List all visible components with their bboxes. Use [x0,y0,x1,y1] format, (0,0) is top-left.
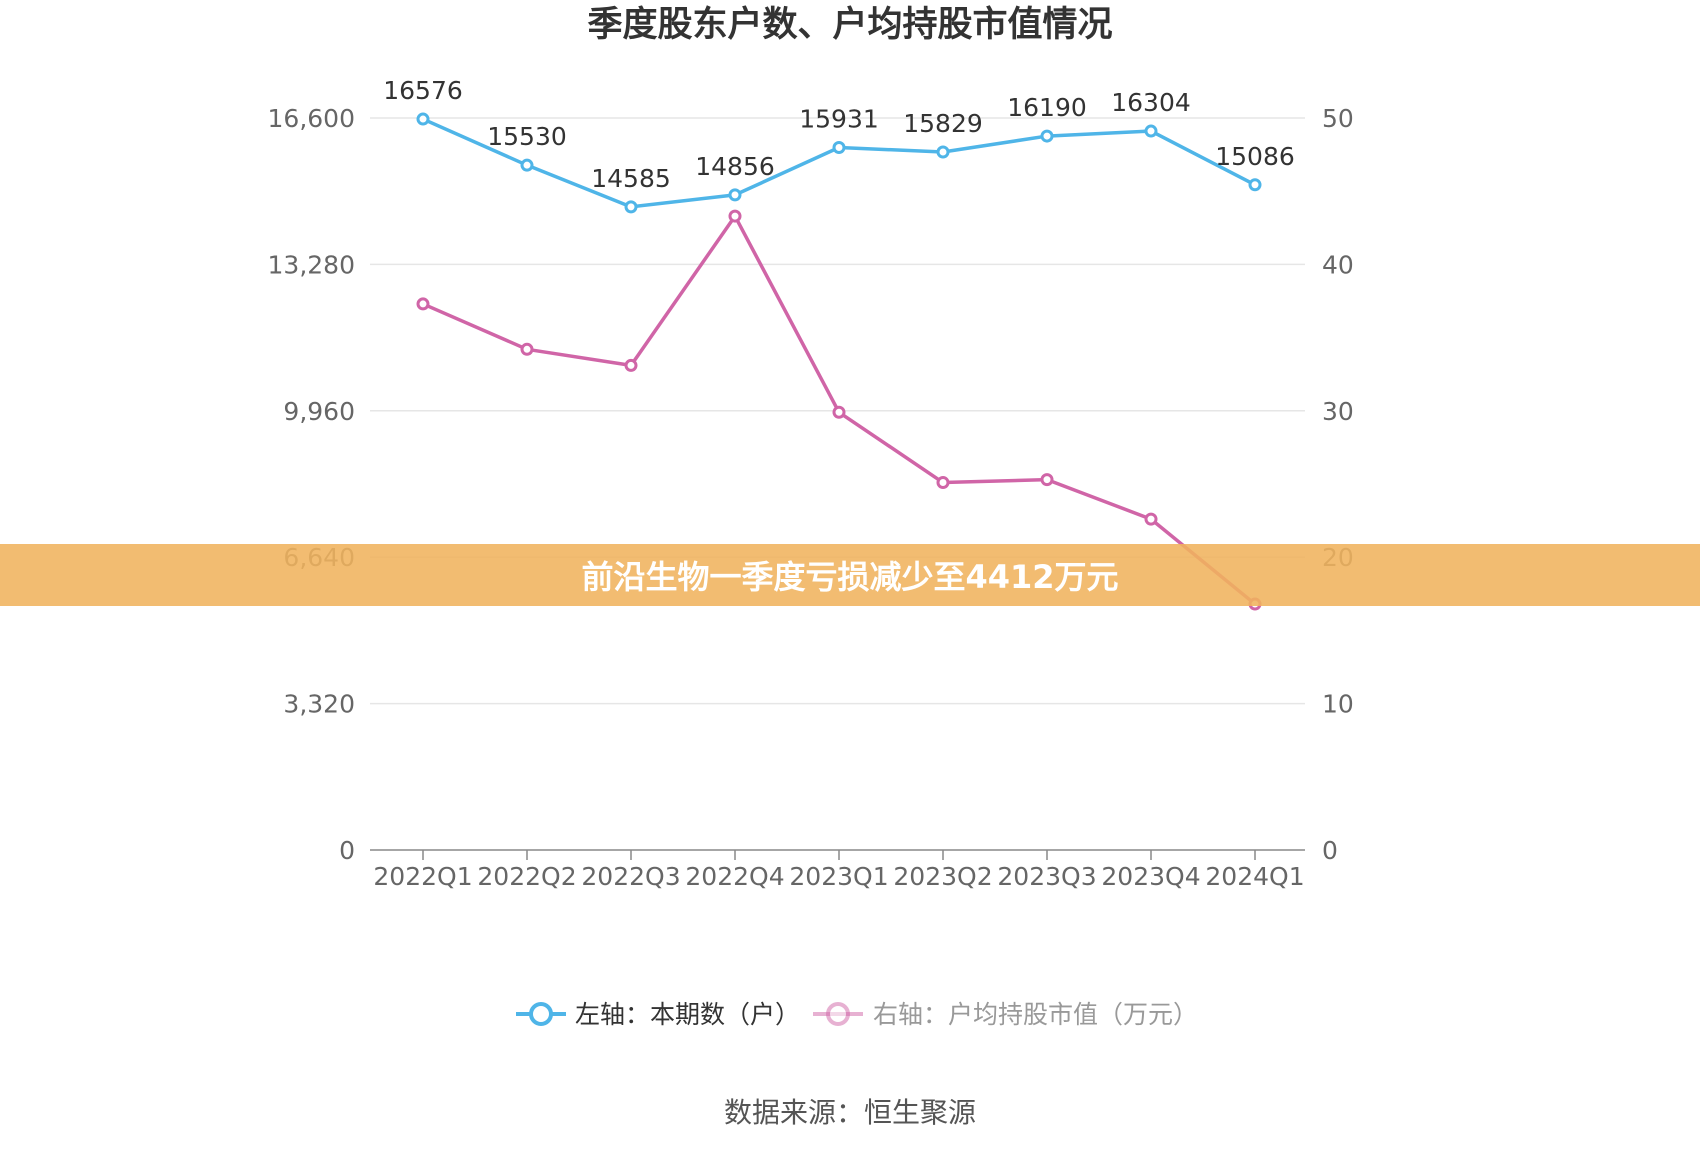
x-axis: 2022Q1 2022Q2 2022Q3 2022Q4 2023Q1 2023Q2 2023… [373,850,1305,891]
data-label: 16304 [1111,88,1191,117]
data-point-left[interactable] [624,200,638,214]
legend: 左轴：本期数（户） 右轴：户均持股市值（万元） [516,1000,1198,1029]
data-point-left[interactable] [416,112,430,126]
source-note: 数据来源：恒生聚源 [724,1096,976,1129]
data-point-left[interactable] [1040,129,1054,143]
headline-text: 前沿生物一季度亏损减少至4412万元 [581,558,1118,596]
data-point-left[interactable] [936,145,950,159]
x-tick-label: 2024Q1 [1205,862,1304,891]
headline-banner [0,544,1700,606]
right-tick-label: 50 [1322,104,1354,133]
legend-item-right[interactable]: 右轴：户均持股市值（万元） [813,1000,1198,1029]
data-label: 16576 [383,76,463,105]
legend-left-marker [529,1002,553,1026]
left-tick-label: 0 [339,836,355,865]
legend-item-left[interactable]: 左轴：本期数（户） [516,1000,800,1029]
left-tick-label: 3,320 [283,690,355,719]
data-point-right[interactable] [728,209,742,223]
x-tick-label: 2022Q1 [373,862,472,891]
data-point-left[interactable] [1248,178,1262,192]
right-axis: 01020304050 [1322,104,1354,865]
x-tick-label: 2023Q2 [893,862,992,891]
right-tick-label: 0 [1322,836,1338,865]
legend-right-label: 右轴：户均持股市值（万元） [873,1000,1198,1029]
x-tick-label: 2023Q3 [997,862,1096,891]
legend-left-label: 左轴：本期数（户） [575,1000,800,1029]
legend-right-marker [826,1002,850,1026]
x-tick-label: 2022Q4 [685,862,784,891]
data-label: 16190 [1007,93,1087,122]
left-tick-label: 9,960 [283,397,355,426]
data-label: 15086 [1215,142,1295,171]
data-point-left[interactable] [1144,124,1158,138]
data-point-right[interactable] [832,405,846,419]
left-tick-label: 13,280 [268,250,355,279]
data-point-left[interactable] [832,141,846,155]
data-point-right[interactable] [624,358,638,372]
data-point-right[interactable] [1144,512,1158,526]
data-point-left[interactable] [728,188,742,202]
data-label: 14585 [591,164,671,193]
data-point-left[interactable] [520,158,534,172]
data-label: 14856 [695,152,775,181]
x-tick-label: 2022Q2 [477,862,576,891]
data-label: 15931 [799,105,879,134]
data-point-right[interactable] [520,342,534,356]
data-point-right[interactable] [416,297,430,311]
data-point-right[interactable] [1040,473,1054,487]
left-tick-label: 16,600 [268,104,355,133]
data-label: 15829 [903,109,983,138]
x-tick-label: 2023Q4 [1101,862,1200,891]
right-tick-label: 40 [1322,250,1354,279]
right-tick-label: 10 [1322,690,1354,719]
series-layer: 16576 15530 14585 14856 15931 15829 16190 16304… [383,76,1295,611]
data-point-right[interactable] [936,476,950,490]
right-tick-label: 30 [1322,397,1354,426]
data-label: 15530 [487,122,567,151]
x-tick-label: 2023Q1 [789,862,888,891]
chart-title: 季度股东户数、户均持股市值情况 [587,5,1112,45]
series-right [416,209,1262,611]
x-tick-label: 2022Q3 [581,862,680,891]
series-left: 16576 15530 14585 14856 15931 15829 16190 16304… [383,76,1295,214]
